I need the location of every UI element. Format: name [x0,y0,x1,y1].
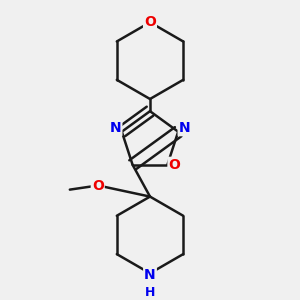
Text: H: H [145,286,155,299]
Text: N: N [178,121,190,135]
Text: O: O [169,158,180,172]
Text: O: O [144,15,156,29]
Text: N: N [110,121,122,135]
Text: N: N [144,268,156,282]
Text: O: O [92,179,103,193]
